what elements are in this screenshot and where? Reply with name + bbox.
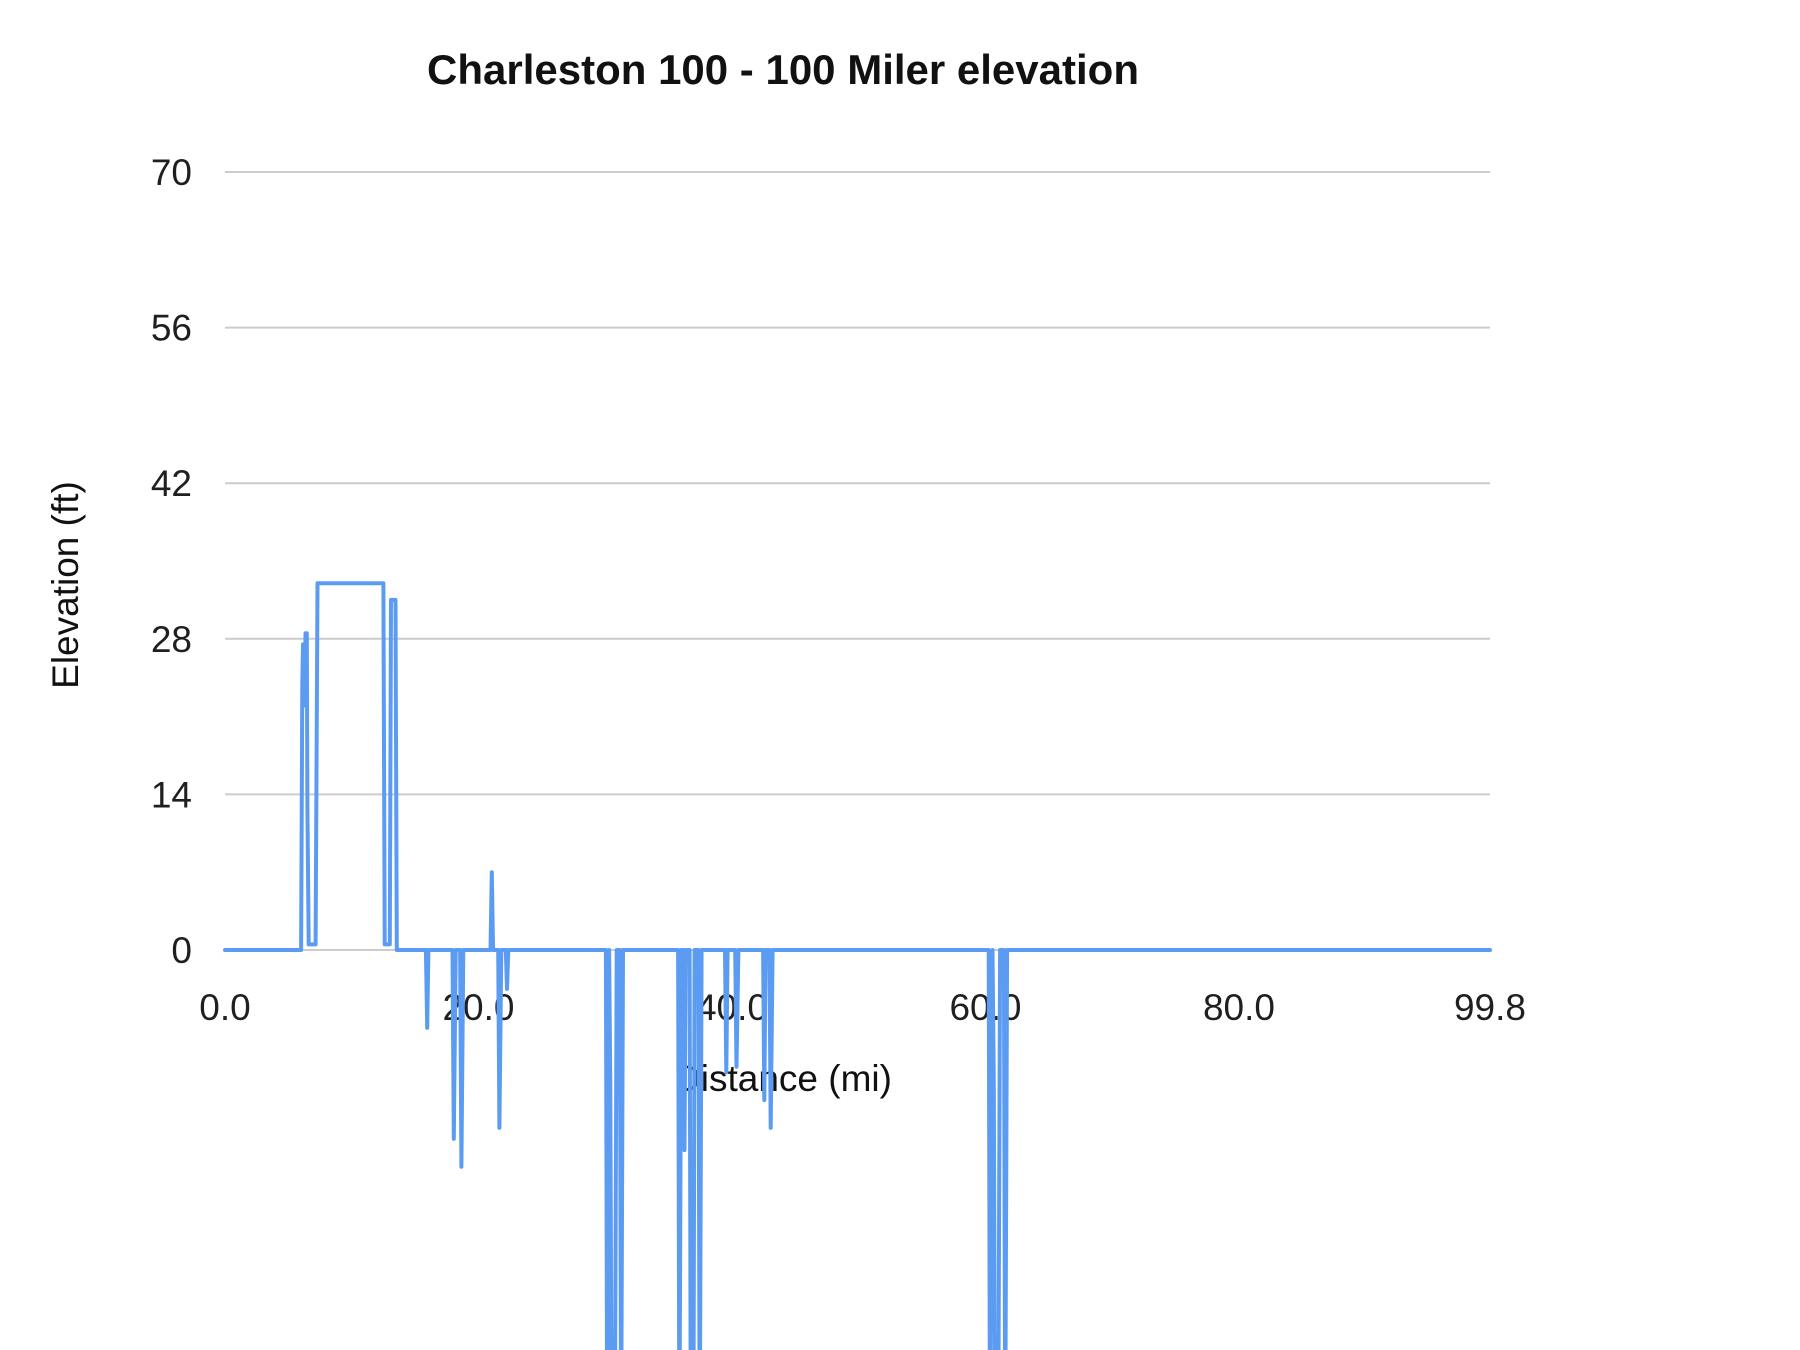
x-axis-title: Distance (mi) [674, 1058, 892, 1099]
x-tick-label: 60.0 [949, 987, 1021, 1028]
x-tick-label: 40.0 [696, 987, 768, 1028]
chart-title: Charleston 100 - 100 Miler elevation [427, 46, 1139, 93]
x-tick-label: 0.0 [199, 987, 250, 1028]
x-tick-label: 99.8 [1454, 987, 1526, 1028]
y-tick-label: 70 [151, 152, 192, 193]
y-tick-label: 42 [151, 463, 192, 504]
y-tick-label: 14 [151, 774, 192, 815]
y-tick-label: 28 [151, 619, 192, 660]
y-tick-label: 0 [171, 930, 192, 971]
y-tick-label: 56 [151, 308, 192, 349]
elevation-series-line [223, 581, 1492, 1350]
x-tick-label: 80.0 [1203, 987, 1275, 1028]
